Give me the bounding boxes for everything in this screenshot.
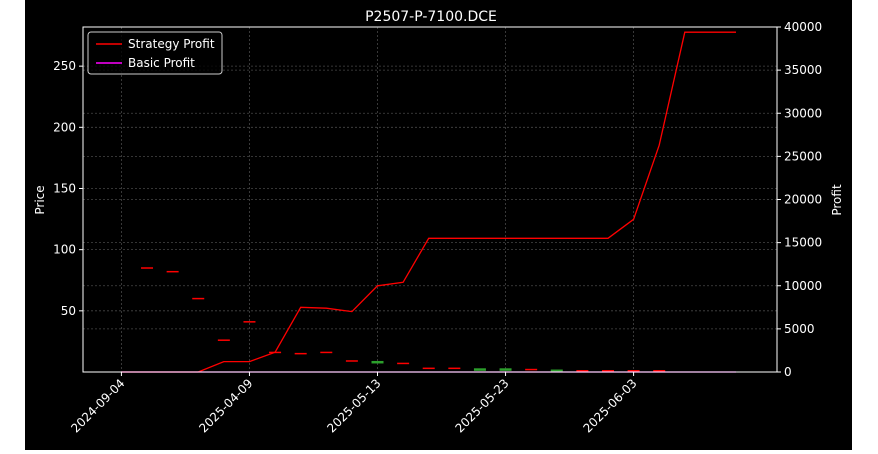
x-tick-label: 2024-09-04 xyxy=(68,376,127,435)
x-tick-label: 2025-04-09 xyxy=(196,376,255,435)
left-axis: 50 100 150 200 250 xyxy=(53,59,83,318)
right-axis: 0 5000 10000 15000 20000 25000 30000 35000 40000 xyxy=(777,20,822,379)
price-marks xyxy=(141,267,666,373)
left-tick-label: 200 xyxy=(53,120,76,134)
right-tick-label: 10000 xyxy=(784,279,822,293)
chart-svg: P2507-P-7100.DCE 50 100 150 200 250 0 5000 100… xyxy=(33,9,844,435)
x-tick-label: 2025-06-03 xyxy=(580,376,639,435)
right-tick-label: 25000 xyxy=(784,149,822,163)
right-tick-label: 30000 xyxy=(784,106,822,120)
right-tick-label: 0 xyxy=(784,365,792,379)
x-tick-label: 2025-05-13 xyxy=(324,376,383,435)
right-tick-label: 5000 xyxy=(784,322,815,336)
x-tick-label: 2025-05-23 xyxy=(452,376,511,435)
right-tick-label: 20000 xyxy=(784,193,822,207)
y-axis-label-left: Price xyxy=(33,185,47,214)
right-tick-label: 15000 xyxy=(784,236,822,250)
legend-label: Basic Profit xyxy=(128,56,195,70)
y-axis-label-right: Profit xyxy=(830,184,844,216)
right-tick-label: 40000 xyxy=(784,20,822,34)
legend: Strategy Profit Basic Profit xyxy=(87,31,223,75)
series-layer xyxy=(121,31,736,373)
legend-label: Strategy Profit xyxy=(128,37,215,51)
grid-lines xyxy=(83,26,777,373)
left-tick-label: 150 xyxy=(53,181,76,195)
left-tick-label: 250 xyxy=(53,59,76,73)
x-axis: 2024-09-04 2025-04-09 2025-05-13 2025-05-23… xyxy=(68,372,640,435)
chart-figure: P2507-P-7100.DCE 50 100 150 200 250 0 5000 100… xyxy=(25,0,852,450)
left-tick-label: 50 xyxy=(61,304,76,318)
left-tick-label: 100 xyxy=(53,243,76,257)
right-tick-label: 35000 xyxy=(784,63,822,77)
chart-title: P2507-P-7100.DCE xyxy=(365,9,497,25)
series-line-strategy-profit xyxy=(121,31,736,373)
